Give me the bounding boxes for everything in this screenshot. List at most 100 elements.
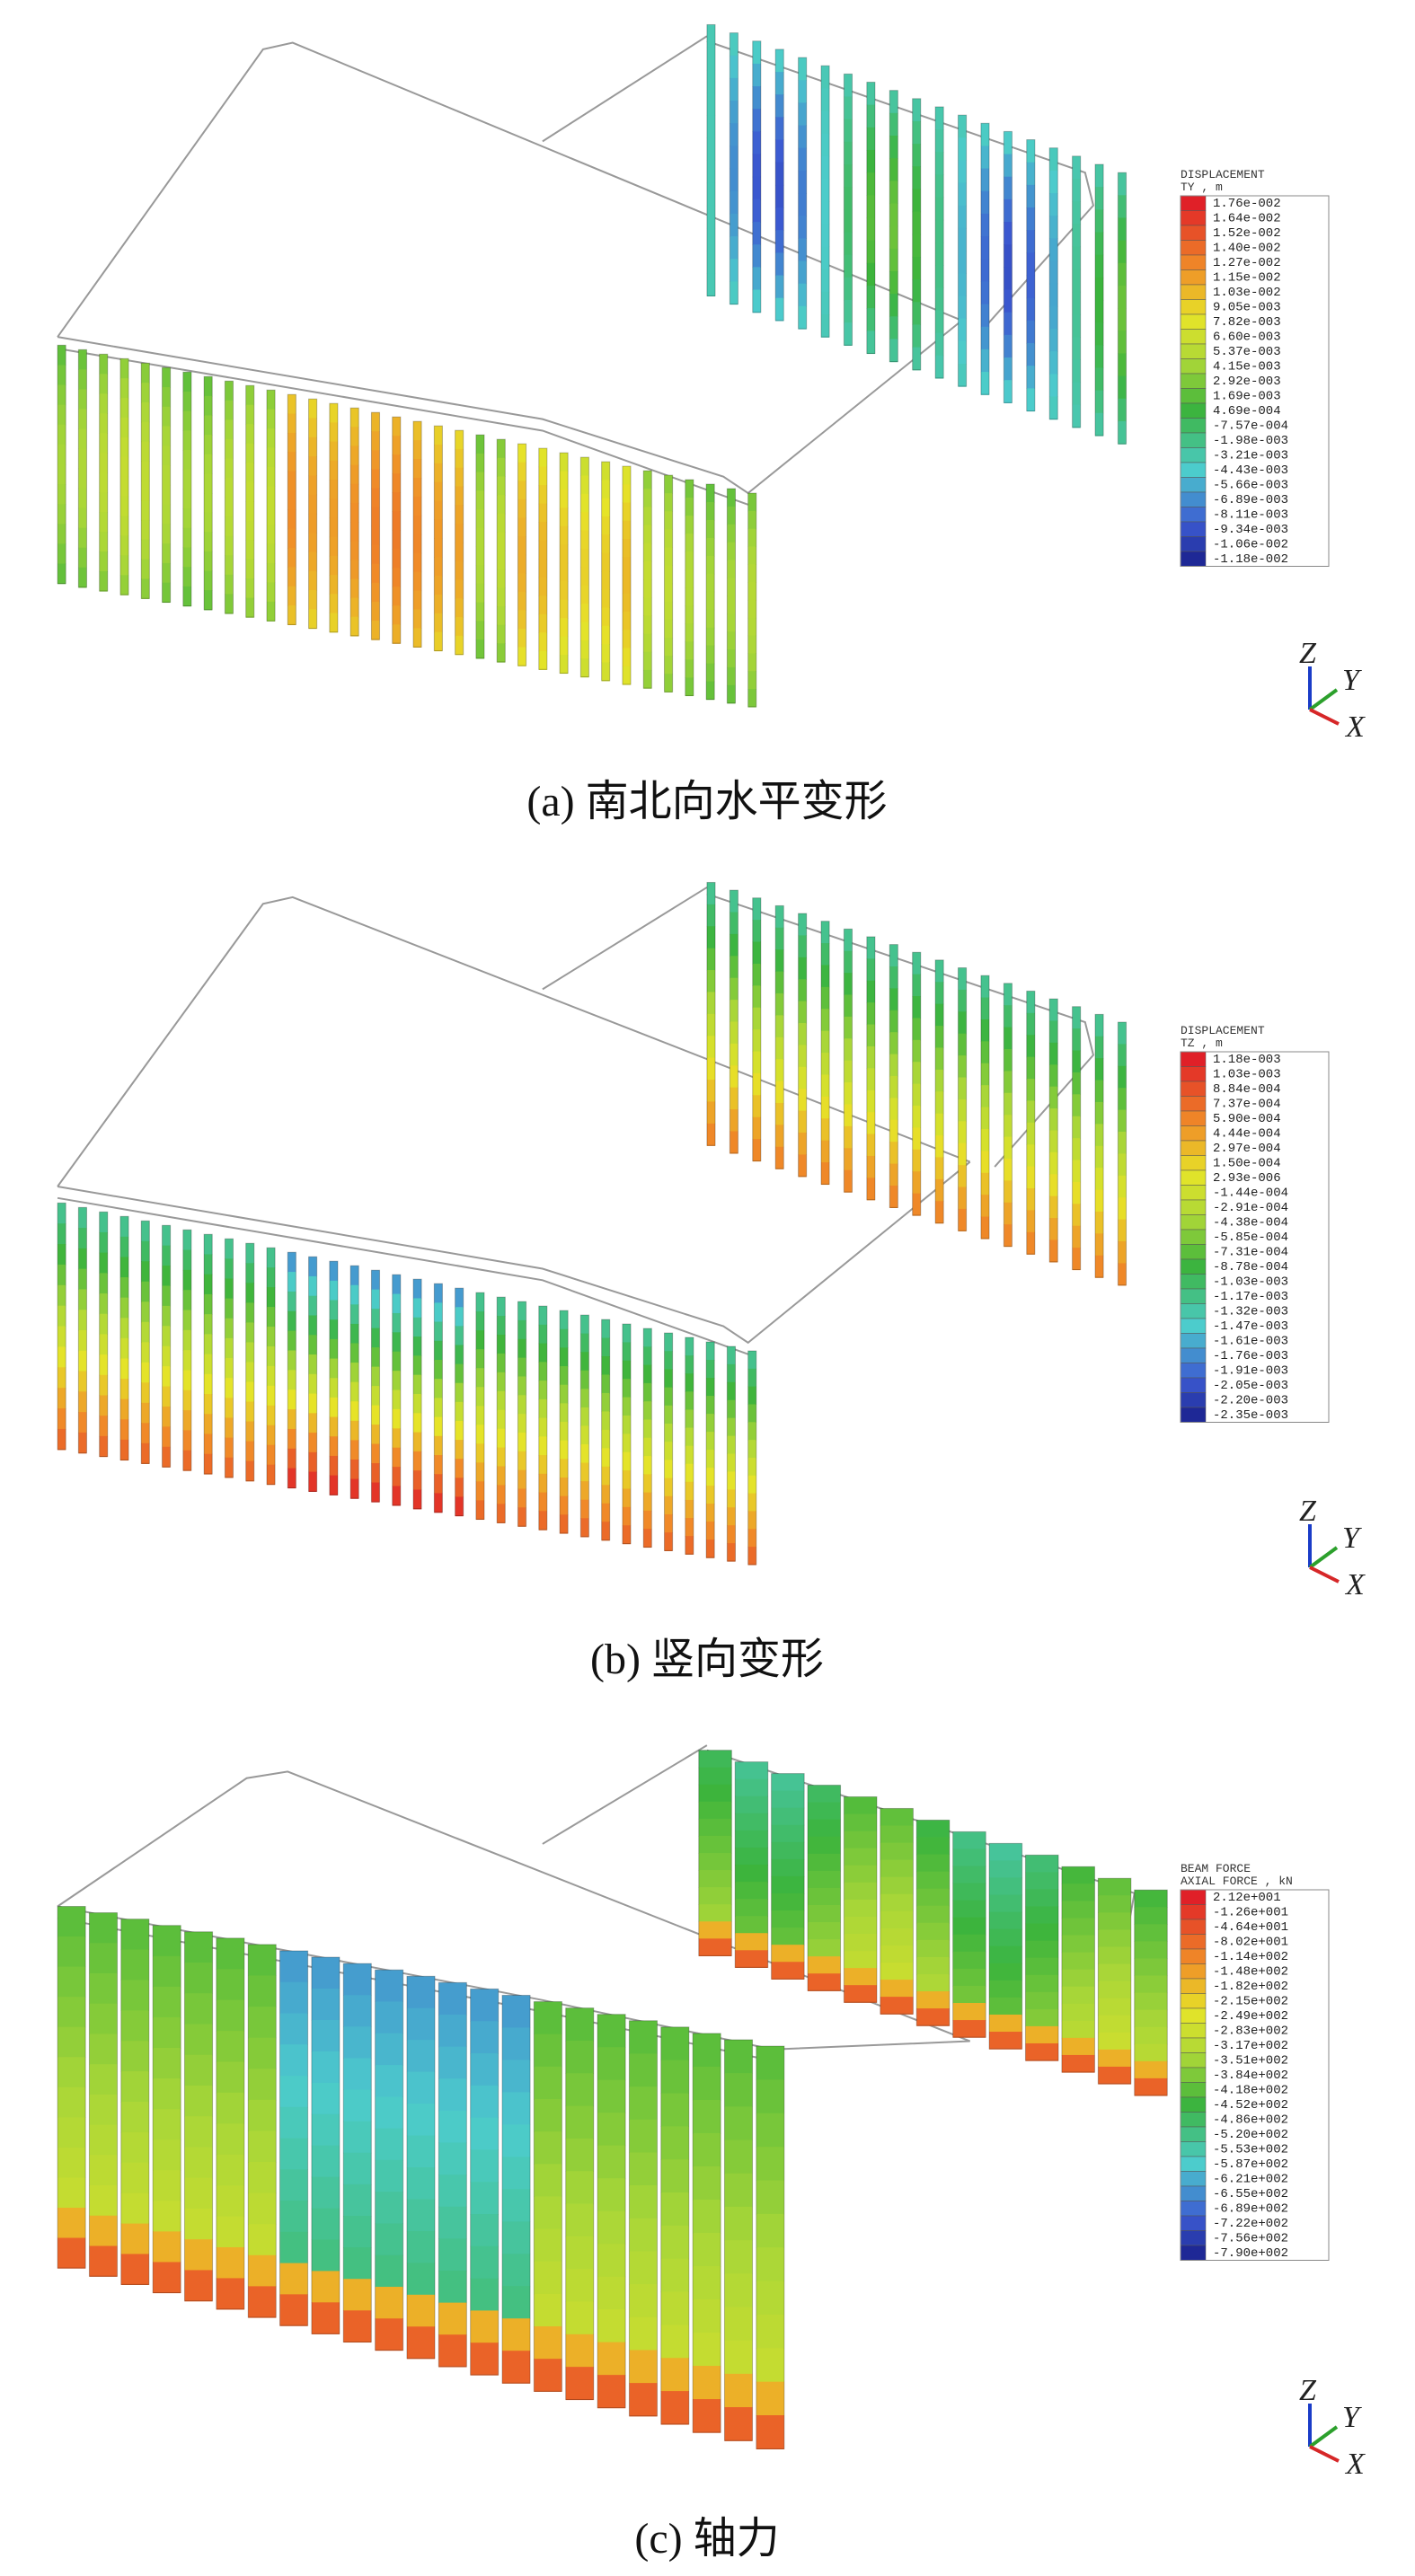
pile	[183, 1931, 214, 2302]
pile-segment	[989, 1980, 1022, 1998]
pile-segment	[730, 1043, 738, 1066]
pile-segment	[538, 503, 547, 523]
pile-segment	[311, 2145, 340, 2178]
pile-edge	[1026, 139, 1036, 412]
pile-segment	[1134, 1890, 1168, 1908]
legend-swatch	[1180, 1169, 1207, 1186]
pile-segment	[287, 1291, 296, 1312]
pile-segment	[434, 426, 443, 446]
legend-swatch	[1180, 195, 1207, 211]
pile-segment	[916, 1837, 950, 1856]
pile-segment	[1061, 2037, 1095, 2056]
pile-segment	[119, 1337, 129, 1360]
pile-segment	[958, 1055, 967, 1079]
pile-edge	[663, 1332, 674, 1551]
axis-label: Y	[1342, 2401, 1362, 2434]
pile-segment	[216, 2216, 244, 2248]
legend-label: 1.03e-003	[1213, 1067, 1281, 1081]
legend-swatch	[1180, 1377, 1207, 1393]
pile-segment	[1072, 337, 1081, 360]
legend-swatch	[1180, 1347, 1207, 1363]
pile-segment	[1094, 390, 1104, 414]
pile-segment	[266, 1464, 276, 1486]
pile-segment	[225, 555, 234, 576]
legend-label: 1.27e-002	[1213, 256, 1281, 270]
pile-segment	[120, 2071, 149, 2103]
pile-segment	[153, 1986, 181, 2018]
pile-segment	[980, 1085, 990, 1108]
pile-segment	[438, 2046, 467, 2079]
pile-segment	[889, 1010, 898, 1033]
legend-label: 1.76e-002	[1213, 197, 1281, 211]
pile-segment	[685, 623, 694, 642]
pile-segment	[889, 135, 898, 159]
pile-segment	[392, 605, 401, 625]
pile-segment	[912, 1127, 921, 1151]
pile-segment	[916, 1820, 950, 1839]
pile-segment	[747, 1529, 756, 1548]
pile-segment	[225, 1298, 234, 1319]
pile-edge	[1024, 1854, 1059, 2061]
pile-segment	[889, 316, 898, 340]
pile-segment	[371, 488, 380, 508]
pile-segment	[78, 428, 87, 450]
pile-segment	[119, 358, 129, 379]
pile-segment	[664, 1460, 673, 1479]
pile-segment	[497, 1428, 506, 1449]
pile-segment	[664, 1442, 673, 1460]
pile-segment	[406, 2326, 436, 2360]
pile-segment	[1049, 1086, 1058, 1109]
pile-segment	[1004, 1158, 1013, 1181]
pile-segment	[434, 519, 443, 539]
pile-segment	[308, 1413, 317, 1434]
pile-segment	[538, 1511, 547, 1531]
pile-segment	[622, 630, 632, 649]
pile-segment	[1025, 1923, 1059, 1942]
legend-label: -3.84e+002	[1213, 2069, 1288, 2083]
pile-segment	[756, 2415, 784, 2449]
pile-segment	[664, 1405, 673, 1425]
pile-segment	[1098, 2032, 1131, 2051]
pile-segment	[597, 2079, 626, 2113]
pile-segment	[184, 2085, 213, 2117]
pile-segment	[935, 219, 944, 243]
pile-segment	[392, 454, 401, 474]
pile-segment	[57, 1305, 66, 1328]
pile-segment	[1094, 164, 1104, 188]
pile-segment	[119, 496, 129, 517]
pile-segment	[406, 2263, 436, 2296]
pile-segment	[501, 2221, 531, 2254]
pile-segment	[730, 912, 738, 935]
pile-segment	[308, 494, 317, 515]
pile-segment	[752, 985, 761, 1009]
pile-segment	[392, 1447, 401, 1468]
pile-segment	[245, 1460, 254, 1482]
pile-segment	[866, 1045, 875, 1069]
pile	[1094, 1013, 1104, 1278]
legend-label: 1.52e-002	[1213, 226, 1281, 241]
pile-segment	[1049, 170, 1058, 194]
pile-segment	[1004, 244, 1013, 268]
pile-segment	[912, 98, 921, 122]
pile-segment	[958, 1187, 967, 1210]
pile-segment	[182, 1410, 191, 1432]
pile-segment	[266, 409, 276, 429]
pile-segment	[57, 463, 66, 485]
pile-segment	[1049, 1151, 1058, 1175]
pile-edge	[412, 1278, 422, 1510]
pile-segment	[350, 1323, 359, 1345]
pile-segment	[311, 2271, 340, 2303]
pile-segment	[216, 2092, 244, 2124]
pile-segment	[880, 1980, 914, 1998]
legend-label: -1.98e-003	[1213, 434, 1288, 448]
pile-segment	[798, 913, 807, 937]
pile-edge	[559, 1310, 569, 1534]
pile-segment	[287, 509, 296, 530]
pile-segment	[685, 677, 694, 697]
pile-segment	[1061, 1935, 1095, 1954]
pile-segment	[622, 1324, 632, 1344]
pile-segment	[844, 1951, 877, 1969]
legend-swatch	[1180, 284, 1207, 300]
pile-segment	[727, 1363, 736, 1383]
